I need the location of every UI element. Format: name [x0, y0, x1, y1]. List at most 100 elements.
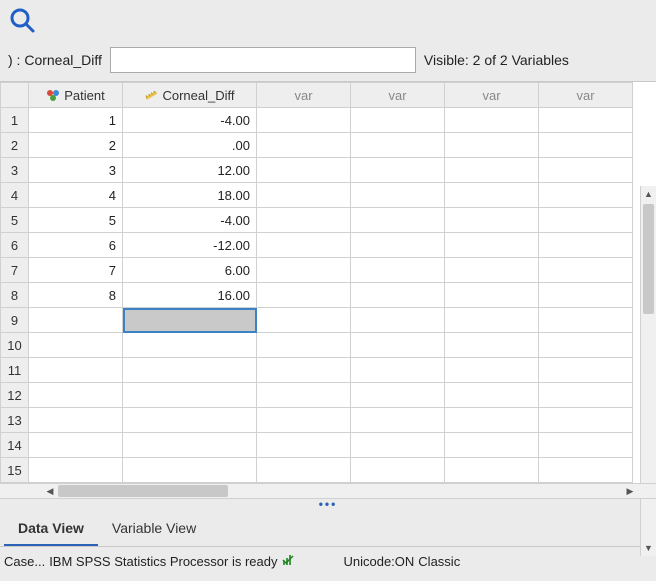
cell-empty[interactable] — [351, 158, 445, 183]
scroll-up-icon[interactable]: ▲ — [641, 186, 656, 202]
rownum-cell[interactable]: 3 — [1, 158, 29, 183]
cell-empty[interactable] — [351, 308, 445, 333]
col-header-corneal[interactable]: Corneal_Diff — [123, 83, 257, 108]
cell-corneal[interactable] — [123, 433, 257, 458]
vertical-scrollbar[interactable]: ▲ ▼ — [640, 186, 656, 556]
cell-empty[interactable] — [445, 308, 539, 333]
scroll-h-thumb[interactable] — [58, 485, 228, 497]
rownum-cell[interactable]: 12 — [1, 383, 29, 408]
cell-empty[interactable] — [351, 433, 445, 458]
table-row[interactable]: 9 — [1, 308, 633, 333]
cell-empty[interactable] — [445, 333, 539, 358]
cell-corneal[interactable]: -4.00 — [123, 108, 257, 133]
cell-patient[interactable] — [29, 308, 123, 333]
cell-empty[interactable] — [445, 358, 539, 383]
cell-empty[interactable] — [257, 408, 351, 433]
table-row[interactable]: 11-4.00 — [1, 108, 633, 133]
cell-empty[interactable] — [351, 258, 445, 283]
rownum-cell[interactable]: 7 — [1, 258, 29, 283]
cell-patient[interactable] — [29, 433, 123, 458]
cell-patient[interactable] — [29, 333, 123, 358]
rownum-cell[interactable]: 11 — [1, 358, 29, 383]
rownum-cell[interactable]: 14 — [1, 433, 29, 458]
cell-empty[interactable] — [539, 458, 633, 483]
search-icon[interactable] — [8, 22, 36, 37]
table-row[interactable]: 8816.00 — [1, 283, 633, 308]
rownum-cell[interactable]: 10 — [1, 333, 29, 358]
tab-data-view[interactable]: Data View — [4, 510, 98, 546]
cell-empty[interactable] — [445, 458, 539, 483]
cell-patient[interactable] — [29, 408, 123, 433]
table-row[interactable]: 55-4.00 — [1, 208, 633, 233]
cell-patient[interactable]: 1 — [29, 108, 123, 133]
cell-corneal[interactable] — [123, 383, 257, 408]
cell-empty[interactable] — [257, 158, 351, 183]
cell-empty[interactable] — [257, 258, 351, 283]
cell-corneal[interactable] — [123, 358, 257, 383]
cell-empty[interactable] — [351, 183, 445, 208]
cell-corneal[interactable] — [123, 308, 257, 333]
cell-empty[interactable] — [445, 183, 539, 208]
table-row[interactable]: 776.00 — [1, 258, 633, 283]
cell-empty[interactable] — [351, 358, 445, 383]
cell-empty[interactable] — [539, 108, 633, 133]
table-row[interactable]: 22.00 — [1, 133, 633, 158]
cell-empty[interactable] — [257, 208, 351, 233]
cell-patient[interactable]: 4 — [29, 183, 123, 208]
cell-empty[interactable] — [539, 283, 633, 308]
rownum-cell[interactable]: 13 — [1, 408, 29, 433]
cell-empty[interactable] — [351, 283, 445, 308]
scroll-right-icon[interactable]: ▶ — [622, 486, 638, 497]
cell-empty[interactable] — [257, 458, 351, 483]
cell-empty[interactable] — [351, 383, 445, 408]
scroll-v-thumb[interactable] — [643, 204, 654, 314]
cell-empty[interactable] — [539, 358, 633, 383]
cell-empty[interactable] — [257, 433, 351, 458]
cell-corneal[interactable] — [123, 408, 257, 433]
cell-empty[interactable] — [351, 408, 445, 433]
table-row[interactable]: 3312.00 — [1, 158, 633, 183]
cell-corneal[interactable]: 18.00 — [123, 183, 257, 208]
cell-empty[interactable] — [445, 408, 539, 433]
cell-empty[interactable] — [257, 133, 351, 158]
col-header-patient[interactable]: Patient — [29, 83, 123, 108]
cell-empty[interactable] — [257, 308, 351, 333]
table-row[interactable]: 66-12.00 — [1, 233, 633, 258]
cell-patient[interactable] — [29, 383, 123, 408]
cell-empty[interactable] — [445, 208, 539, 233]
cell-empty[interactable] — [539, 233, 633, 258]
rownum-cell[interactable]: 15 — [1, 458, 29, 483]
table-row[interactable]: 10 — [1, 333, 633, 358]
cell-empty[interactable] — [257, 383, 351, 408]
cell-empty[interactable] — [257, 108, 351, 133]
cell-patient[interactable]: 5 — [29, 208, 123, 233]
cell-empty[interactable] — [257, 233, 351, 258]
goto-cell-input[interactable] — [110, 47, 416, 73]
table-row[interactable]: 4418.00 — [1, 183, 633, 208]
cell-empty[interactable] — [257, 358, 351, 383]
table-row[interactable]: 13 — [1, 408, 633, 433]
cell-patient[interactable]: 3 — [29, 158, 123, 183]
cell-corneal[interactable]: .00 — [123, 133, 257, 158]
cell-patient[interactable]: 7 — [29, 258, 123, 283]
cell-empty[interactable] — [445, 233, 539, 258]
tab-variable-view[interactable]: Variable View — [98, 510, 210, 546]
table-row[interactable]: 14 — [1, 433, 633, 458]
horizontal-scrollbar[interactable]: ◀ ▶ — [0, 483, 656, 499]
table-row[interactable]: 11 — [1, 358, 633, 383]
cell-empty[interactable] — [539, 158, 633, 183]
table-row[interactable]: 12 — [1, 383, 633, 408]
splitter-dots[interactable]: ••• — [0, 499, 656, 509]
cell-patient[interactable]: 8 — [29, 283, 123, 308]
col-header-var-1[interactable]: var — [257, 83, 351, 108]
cell-corneal[interactable] — [123, 333, 257, 358]
cell-patient[interactable] — [29, 358, 123, 383]
cell-corneal[interactable]: 16.00 — [123, 283, 257, 308]
cell-empty[interactable] — [539, 433, 633, 458]
cell-empty[interactable] — [445, 283, 539, 308]
rownum-cell[interactable]: 5 — [1, 208, 29, 233]
rownum-cell[interactable]: 8 — [1, 283, 29, 308]
cell-empty[interactable] — [351, 233, 445, 258]
cell-empty[interactable] — [351, 133, 445, 158]
cell-empty[interactable] — [445, 133, 539, 158]
